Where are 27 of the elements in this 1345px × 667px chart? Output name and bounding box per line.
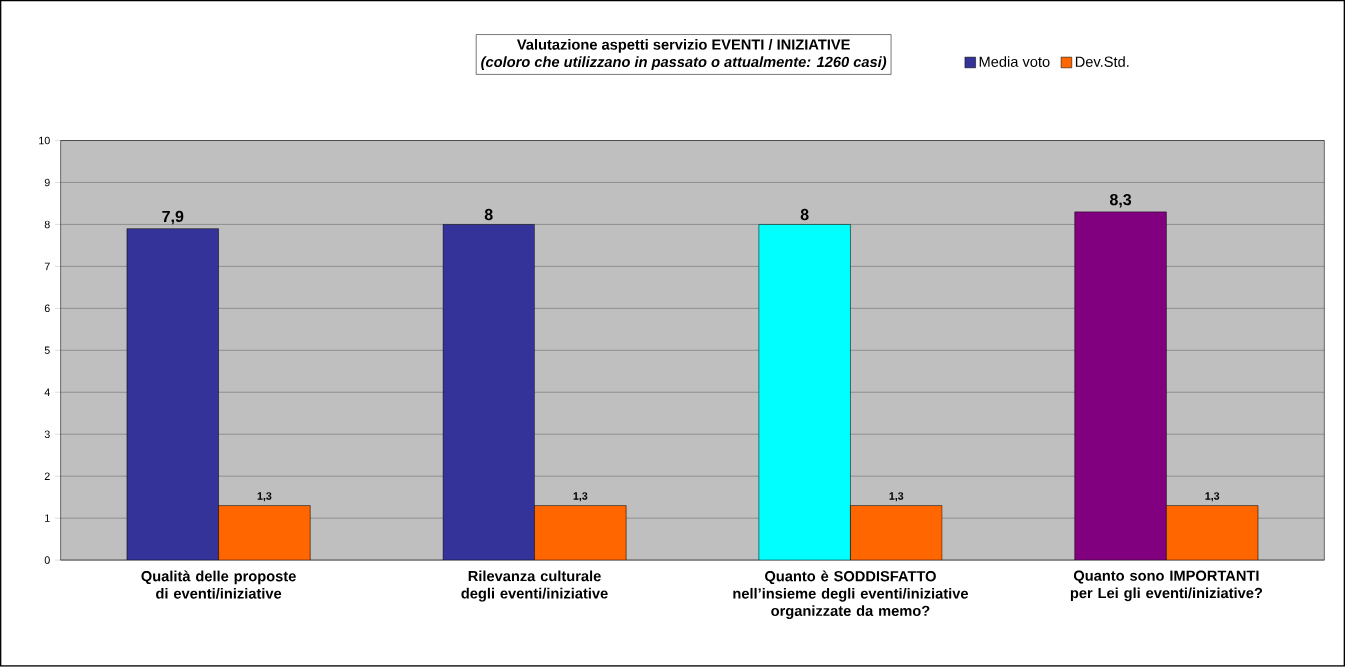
y-tick-label: 1 [45, 514, 50, 522]
y-tick-label: 10 [39, 136, 50, 145]
legend-label: Media voto [979, 56, 1050, 68]
y-tick-label: 0 [44, 556, 50, 565]
x-tick-label: Rilevanza culturale degli eventi/iniziative [461, 570, 608, 602]
chart-subtitle: (coloro che utilizzano in passato o attualmente: 1260 casi) [481, 56, 887, 71]
data-label: 1,3 [573, 492, 588, 502]
y-tick-label: 5 [44, 346, 50, 355]
data-label: 1,3 [257, 492, 272, 502]
data-label: 1,3 [1205, 492, 1220, 502]
data-label: 7,9 [162, 210, 184, 225]
legend-label: Dev.Std. [1075, 56, 1129, 68]
x-tick-label: Quanto è SODDISFATTO nell’insieme degli eventi/iniziative organizzate da memo? [733, 570, 969, 620]
y-tick-label: 9 [44, 178, 50, 187]
y-tick-label: 8 [44, 220, 50, 229]
x-tick-label: Qualità delle proposte di eventi/iniziative [141, 570, 296, 600]
chart-title: Valutazione aspetti servizio EVENTI / INIZIATIVE [516, 39, 850, 53]
y-tick-label: 4 [44, 388, 50, 397]
data-label: 8 [800, 209, 809, 221]
y-tick-label: 2 [44, 472, 50, 481]
y-tick-label: 7 [44, 262, 50, 271]
x-tick-label: Quanto sono IMPORTANTI per Lei gli eventi/iniziative? [1070, 570, 1263, 602]
data-label: 1,3 [889, 492, 904, 502]
data-label: 8 [484, 209, 493, 221]
data-label: 8,3 [1109, 194, 1132, 208]
y-tick-label: 3 [44, 430, 50, 439]
y-tick-label: 6 [44, 304, 50, 313]
